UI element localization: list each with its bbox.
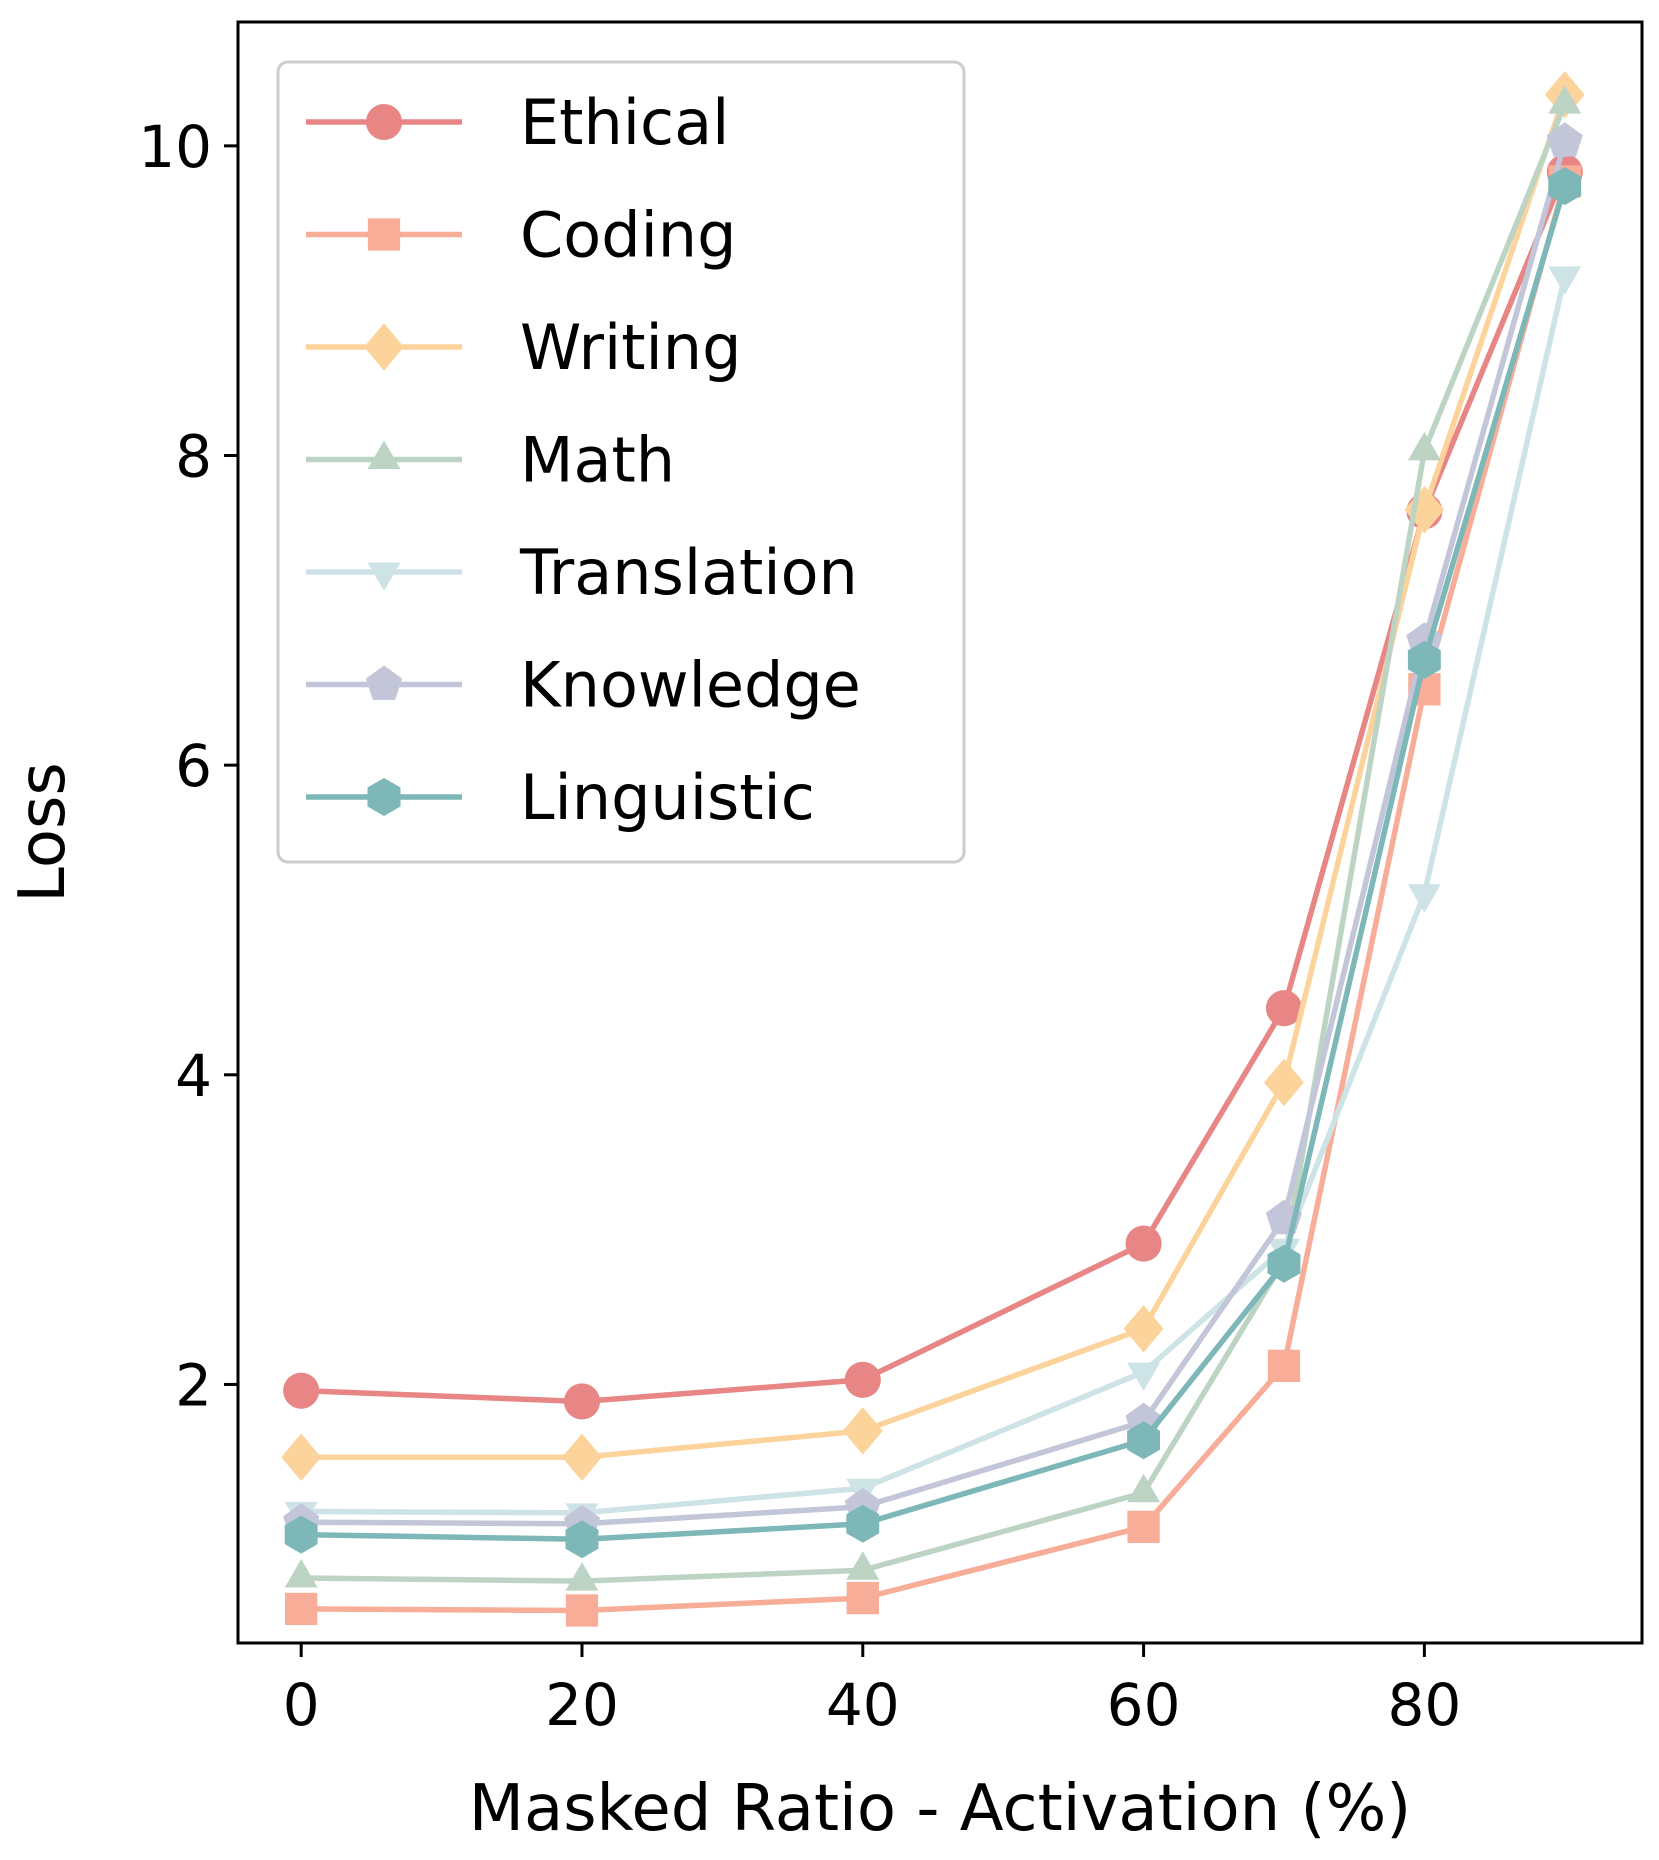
data-point-linguistic xyxy=(284,1515,318,1554)
legend-item-ethical: Ethical xyxy=(306,86,729,159)
x-tick-label: 80 xyxy=(1387,1671,1461,1739)
data-point-knowledge xyxy=(1546,122,1583,157)
legend-marker xyxy=(367,562,401,591)
legend-box xyxy=(276,60,966,864)
x-tick-label: 20 xyxy=(545,1671,619,1739)
data-point-ethical xyxy=(844,1361,881,1398)
data-point-coding xyxy=(1127,1510,1160,1544)
legend-label: Coding xyxy=(520,199,736,272)
legend-label: Writing xyxy=(520,311,741,384)
legend-marker xyxy=(365,665,403,700)
x-tick-label: 40 xyxy=(826,1671,900,1739)
legend-label: Ethical xyxy=(520,86,729,159)
data-point-math xyxy=(284,1559,318,1588)
legend-marker xyxy=(367,440,401,469)
y-tick-label: 4 xyxy=(175,1042,212,1110)
data-point-linguistic xyxy=(846,1504,880,1543)
data-point-linguistic xyxy=(1127,1421,1160,1460)
legend-label: Math xyxy=(520,424,675,497)
data-point-ethical xyxy=(1265,990,1303,1027)
data-point-math xyxy=(1407,431,1441,461)
x-tick-label: 0 xyxy=(283,1671,320,1739)
data-point-math xyxy=(1127,1473,1160,1503)
data-point-linguistic xyxy=(1548,167,1582,206)
y-tick-label: 10 xyxy=(138,113,212,181)
legend-marker xyxy=(367,218,401,251)
data-point-ethical xyxy=(283,1372,320,1409)
x-tick-label: 60 xyxy=(1107,1671,1181,1739)
data-point-math xyxy=(846,1551,880,1580)
legend-label: Knowledge xyxy=(520,649,861,722)
data-point-ethical xyxy=(1125,1225,1162,1262)
data-point-writing xyxy=(1264,1058,1304,1107)
legend-item-knowledge: Knowledge xyxy=(306,649,861,722)
legend-item-translation: Translation xyxy=(306,536,858,609)
data-point-writing xyxy=(562,1433,602,1481)
series-writing xyxy=(281,71,1585,1481)
data-point-writing xyxy=(281,1433,322,1481)
legend-label: Translation xyxy=(519,536,858,609)
data-point-math xyxy=(1548,85,1582,114)
legend-item-linguistic: Linguistic xyxy=(306,761,815,834)
legend-marker xyxy=(367,778,401,816)
x-axis: 0 20 40 60 80 xyxy=(283,1643,1461,1739)
legend-label: Linguistic xyxy=(520,761,815,834)
data-point-linguistic xyxy=(1267,1244,1301,1283)
data-point-translation xyxy=(1407,884,1441,913)
data-point-math xyxy=(565,1562,599,1591)
data-point-writing xyxy=(842,1407,883,1455)
x-axis-label: Masked Ratio - Activation (%) xyxy=(469,1772,1412,1846)
series-linguistic xyxy=(284,167,1582,1559)
legend-marker xyxy=(365,103,403,141)
data-point-coding xyxy=(846,1581,879,1615)
data-point-writing xyxy=(1123,1304,1164,1353)
legend-item-coding: Coding xyxy=(306,199,736,272)
legend-item-writing: Writing xyxy=(306,311,741,384)
data-point-coding xyxy=(565,1594,599,1627)
y-tick-label: 8 xyxy=(175,423,212,491)
data-point-translation xyxy=(1548,266,1582,295)
axes-frame xyxy=(236,20,1644,1645)
legend: Ethical Coding Writing Math Translation Knowl… xyxy=(276,60,966,864)
legend-marker xyxy=(364,323,404,371)
data-point-coding xyxy=(285,1592,318,1626)
plot-area xyxy=(281,71,1585,1627)
legend-item-math: Math xyxy=(306,424,675,497)
data-point-translation xyxy=(1127,1362,1160,1392)
data-point-linguistic xyxy=(1407,640,1441,679)
y-axis-label: Loss xyxy=(6,762,80,902)
y-axis: 2 4 6 8 10 xyxy=(138,113,238,1419)
data-point-linguistic xyxy=(565,1520,599,1559)
data-point-coding xyxy=(1267,1349,1301,1383)
y-tick-label: 6 xyxy=(175,732,212,800)
y-tick-label: 2 xyxy=(175,1351,212,1419)
data-point-ethical xyxy=(563,1383,601,1420)
